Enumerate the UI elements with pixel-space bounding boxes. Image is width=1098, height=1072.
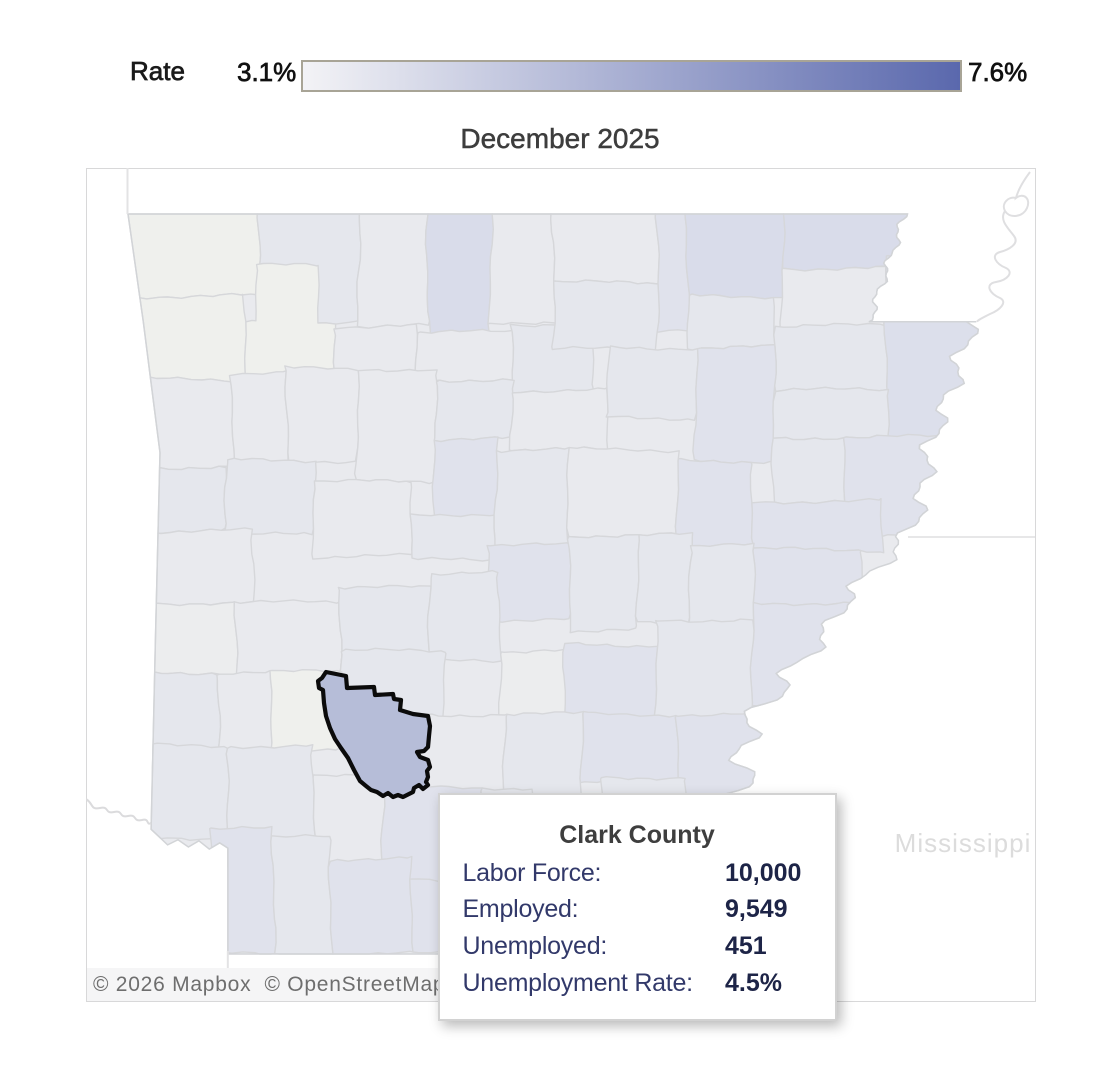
svg-text:Mississippi: Mississippi [895, 828, 1032, 858]
